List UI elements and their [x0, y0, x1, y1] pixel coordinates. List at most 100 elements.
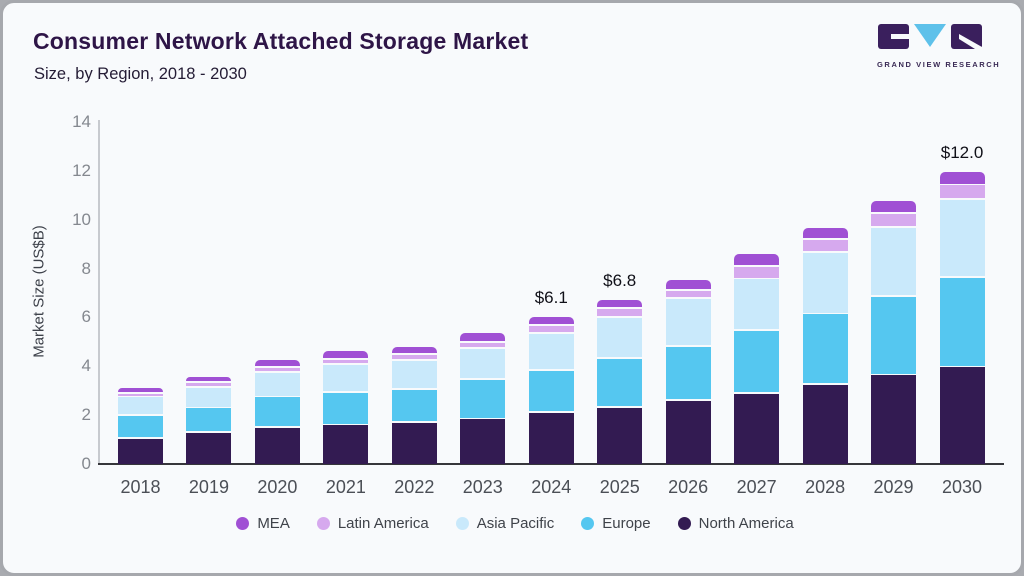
bar-segment-2027-europe: [734, 331, 780, 393]
bar-segment-2021-north-america: [323, 425, 369, 464]
bar-segment-2021-mea: [323, 350, 369, 358]
bar-segment-2030-north-america: [939, 367, 985, 464]
gvr-logo-text: GRAND VIEW RESEARCH: [877, 60, 1001, 69]
legend-dot-latin-america: [316, 517, 330, 530]
bar-segment-2023-asia-pacific: [460, 349, 506, 378]
x-tick-label-2020: 2020: [257, 477, 298, 497]
bar-segment-2022-north-america: [391, 423, 437, 464]
legend-label: MEA: [257, 515, 290, 532]
bar-segment-2022-asia-pacific: [391, 360, 437, 388]
bar-segment-2029-north-america: [871, 375, 917, 464]
bar-segment-2028-asia-pacific: [802, 252, 848, 313]
y-tick-label-8: 8: [81, 258, 91, 278]
bar-segment-2024-asia-pacific: [528, 333, 574, 369]
legend-label: Asia Pacific: [476, 515, 555, 532]
bar-segment-2024-latin-america: [528, 325, 574, 333]
bar-segment-2029-europe: [871, 296, 917, 374]
x-tick-label-2022: 2022: [394, 477, 435, 497]
bar-segment-2022-europe: [391, 389, 437, 422]
bar-segment-2023-north-america: [460, 419, 506, 464]
bar-segment-2019-europe: [186, 408, 232, 432]
x-tick-label-2023: 2023: [462, 477, 503, 497]
bar-segment-2018-asia-pacific: [118, 397, 163, 414]
bar-segment-2018-latin-america: [118, 393, 163, 396]
data-label-2024: $6.1: [534, 287, 568, 307]
legend-dot-asia-pacific: [455, 517, 469, 530]
bar-segment-2019-asia-pacific: [186, 387, 232, 407]
x-tick-label-2021: 2021: [325, 477, 366, 497]
bar-segment-2029-latin-america: [871, 214, 917, 226]
bar-segment-2023-europe: [460, 379, 506, 418]
bar-segment-2027-latin-america: [734, 266, 780, 278]
gvr-logo: GRAND VIEW RESEARCH: [877, 23, 1001, 69]
y-tick-label-12: 12: [72, 160, 91, 180]
legend: MEA Latin America Asia Pacific Europe North …: [3, 515, 1021, 532]
bar-segment-2028-europe: [802, 314, 848, 384]
y-tick-label-0: 0: [81, 454, 91, 473]
legend-label: Europe: [602, 515, 651, 532]
bar-segment-2027-asia-pacific: [734, 279, 780, 330]
bar-segment-2020-asia-pacific: [254, 372, 300, 396]
bar-segment-2025-north-america: [597, 408, 643, 464]
bar-segment-2025-europe: [597, 359, 643, 407]
page-subtitle: Size, by Region, 2018 - 2030: [34, 65, 247, 83]
bar-segment-2026-latin-america: [665, 290, 711, 298]
bar-segment-2030-asia-pacific: [939, 200, 985, 277]
bar-segment-2027-north-america: [734, 394, 780, 464]
bar-segment-2018-europe: [118, 415, 163, 438]
bar-segment-2030-europe: [939, 278, 985, 366]
legend-item-europe: Europe: [581, 515, 651, 532]
stacked-bar-chart: Market Size (US$B) 0 2 4 6 8 10 12 14 $6.1 $6.8 $…: [3, 3, 1021, 573]
bar-segment-2025-latin-america: [597, 308, 643, 316]
bar-segment-2019-latin-america: [186, 383, 232, 386]
x-tick-label-2019: 2019: [188, 477, 229, 497]
x-tick-label-2018: 2018: [120, 477, 161, 497]
y-tick-label-6: 6: [81, 307, 91, 327]
legend-item-mea: MEA: [236, 515, 290, 532]
bar-segment-2026-north-america: [665, 401, 711, 464]
bar-segment-2024-north-america: [528, 413, 574, 464]
bar-segment-2018-mea: [118, 387, 163, 392]
legend-item-north-america: North America: [677, 515, 794, 532]
x-tick-label-2024: 2024: [531, 477, 572, 497]
bar-segment-2021-latin-america: [323, 359, 369, 364]
bar-segment-2027-mea: [734, 254, 780, 265]
bar-segment-2020-europe: [254, 397, 300, 427]
bar-segment-2028-mea: [802, 227, 848, 239]
bar-segment-2030-mea: [939, 171, 985, 184]
bar-segment-2026-mea: [665, 279, 711, 290]
x-tick-label-2025: 2025: [599, 477, 640, 497]
bar-segment-2020-north-america: [254, 427, 300, 464]
bar-segment-2025-asia-pacific: [597, 317, 643, 358]
bar-segment-2022-mea: [391, 346, 437, 353]
data-label-2025: $6.8: [603, 270, 637, 290]
bar-segment-2025-mea: [597, 299, 643, 307]
bar-segment-2026-asia-pacific: [665, 299, 711, 346]
bar-segment-2020-latin-america: [254, 368, 300, 372]
bar-segment-2021-asia-pacific: [323, 365, 369, 391]
bar-segment-2022-latin-america: [391, 354, 437, 359]
y-tick-label-2: 2: [81, 405, 91, 425]
bar-segment-2029-asia-pacific: [871, 227, 917, 295]
x-tick-label-2029: 2029: [873, 477, 914, 497]
x-tick-label-2030: 2030: [941, 477, 983, 497]
bar-segment-2028-north-america: [802, 385, 848, 464]
y-tick-label-14: 14: [72, 112, 91, 131]
data-label-2030: $12.0: [940, 143, 984, 163]
bar-segment-2023-latin-america: [460, 342, 506, 348]
x-tick-label-2026: 2026: [668, 477, 709, 497]
bar-segment-2030-latin-america: [939, 185, 985, 199]
legend-dot-europe: [581, 517, 595, 530]
legend-dot-north-america: [677, 517, 691, 530]
bar-segment-2028-latin-america: [802, 240, 848, 251]
y-tick-label-10: 10: [72, 209, 91, 229]
bar-segment-2024-mea: [528, 316, 574, 325]
legend-item-latin-america: Latin America: [316, 515, 429, 532]
bar-segment-2019-mea: [186, 377, 232, 382]
x-tick-label-2028: 2028: [805, 477, 846, 497]
bar-segment-2018-north-america: [118, 438, 163, 464]
y-axis-line: [98, 120, 100, 464]
legend-label: Latin America: [337, 515, 429, 532]
page-title: Consumer Network Attached Storage Market: [33, 28, 529, 54]
